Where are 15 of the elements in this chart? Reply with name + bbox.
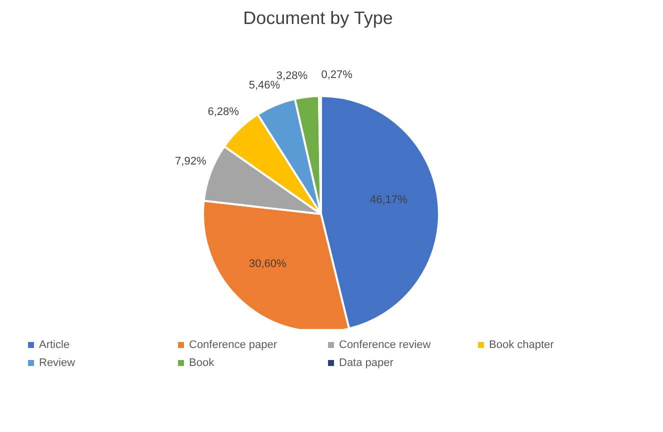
- data-label: 46,17%: [370, 194, 408, 206]
- data-label: 30,60%: [249, 258, 287, 270]
- data-label: 7,92%: [175, 156, 206, 168]
- legend-label: Article: [39, 339, 70, 351]
- data-label: 3,28%: [276, 70, 308, 82]
- legend-label: Book chapter: [489, 339, 554, 351]
- legend-label: Data paper: [339, 357, 394, 369]
- legend-label: Book: [189, 357, 214, 369]
- legend-label: Review: [39, 357, 76, 369]
- data-label: 5,46%: [248, 79, 280, 92]
- legend-label: Conference review: [339, 339, 431, 351]
- data-label: 0,27%: [321, 69, 353, 82]
- chart-title: Document by Type: [242, 8, 394, 29]
- data-label: 6,28%: [208, 106, 240, 118]
- legend-label: Conference paper: [189, 339, 278, 351]
